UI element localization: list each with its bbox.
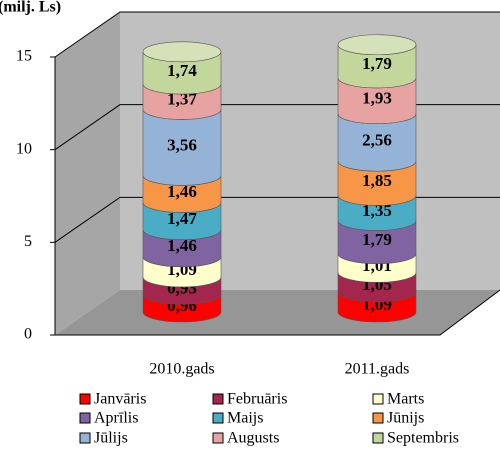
data-label: 1,93 <box>362 89 392 108</box>
legend-swatch <box>372 412 384 424</box>
floor <box>55 290 500 335</box>
floor-edge <box>55 289 500 336</box>
legend-label: Augusts <box>227 430 279 447</box>
data-label: 1,46 <box>167 236 197 255</box>
data-label: 3,56 <box>167 135 197 154</box>
data-label: 1,37 <box>167 90 197 109</box>
data-label: 1,79 <box>362 230 392 249</box>
x-tick-label: 2010.gads <box>149 361 214 378</box>
data-label: 1,46 <box>167 182 197 201</box>
x-tick-label: 2011.gads <box>345 361 410 378</box>
legend-swatch <box>372 393 384 405</box>
legend-swatch <box>372 432 384 444</box>
cylinder-top <box>142 41 222 63</box>
chart-title: (milj. Ls) <box>0 0 61 16</box>
legend-label: Aprīlis <box>94 410 138 427</box>
legend-label: Februāris <box>227 391 287 408</box>
grid-line <box>54 11 500 58</box>
legend-swatch <box>212 393 224 405</box>
y-tick-label: 10 <box>16 140 32 157</box>
legend-label: Jūnijs <box>387 410 424 427</box>
y-tick-label: 0 <box>24 326 32 343</box>
legend-label: Jūlijs <box>94 430 128 447</box>
legend-label: Marts <box>387 391 424 408</box>
legend-swatch <box>79 393 91 405</box>
data-label: 1,47 <box>167 209 197 228</box>
legend-label: Septembris <box>387 430 459 447</box>
legend-label: Janvāris <box>94 391 146 408</box>
legend-swatch <box>212 432 224 444</box>
y-tick-label: 5 <box>24 233 32 250</box>
legend-swatch <box>79 412 91 424</box>
legend-swatch <box>79 432 91 444</box>
cylinder-top <box>337 34 417 56</box>
data-label: 1,85 <box>362 171 392 190</box>
data-label: 1,79 <box>362 54 392 73</box>
data-label: 1,35 <box>362 201 392 220</box>
legend-swatch <box>212 412 224 424</box>
data-label: 1,74 <box>167 61 197 80</box>
legend-label: Maijs <box>227 410 263 427</box>
y-tick-label: 15 <box>16 48 32 65</box>
side-wall <box>55 12 120 335</box>
data-label: 2,56 <box>362 130 392 149</box>
